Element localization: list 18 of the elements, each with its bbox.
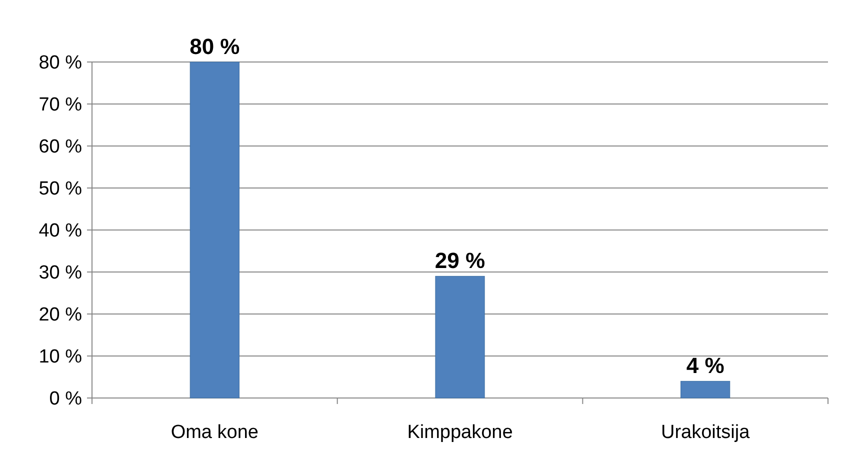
y-tick-label: 40 %	[38, 220, 82, 242]
y-tick-label: 20 %	[38, 304, 82, 326]
y-tick-label: 50 %	[38, 178, 82, 200]
x-tick-label: Oma kone	[170, 422, 258, 443]
y-tick-label: 70 %	[38, 94, 82, 116]
y-tick-label: 60 %	[38, 136, 82, 158]
y-tick-label: 30 %	[38, 262, 82, 284]
data-label: 4 %	[686, 353, 724, 378]
bar	[435, 276, 485, 398]
bar	[190, 62, 240, 398]
x-tick-label: Kimppakone	[407, 422, 513, 443]
data-label: 80 %	[190, 34, 240, 59]
bar	[680, 380, 730, 398]
data-label: 29 %	[434, 248, 486, 274]
y-tick-label: 10 %	[38, 346, 82, 368]
x-tick-label: Urakoitsija	[660, 422, 750, 443]
y-tick-label: 0 %	[49, 388, 82, 410]
y-tick-label: 80 %	[38, 52, 82, 74]
